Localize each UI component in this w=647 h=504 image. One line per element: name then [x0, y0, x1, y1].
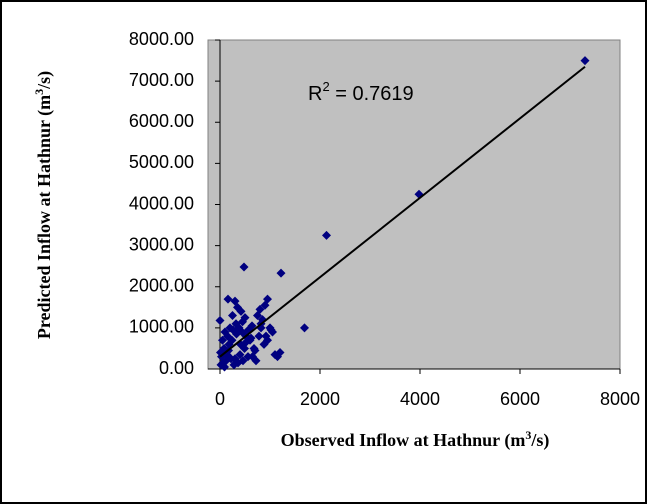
y-tick-label: 5000.00 [129, 152, 194, 172]
data-point [263, 294, 272, 304]
x-tick-label: 8000 [600, 389, 640, 409]
data-point [266, 325, 276, 335]
r-squared: R2 = 0.7619 [308, 79, 414, 105]
data-point [322, 230, 331, 240]
y-axis-title-sup: 3 [32, 89, 46, 95]
data-point [230, 354, 240, 364]
data-point [228, 311, 237, 321]
y-axis-title: Predicted Inflow at Hathnur (m3/s) [32, 71, 55, 339]
data-point [229, 360, 239, 370]
y-tick-label: 6000.00 [129, 111, 194, 131]
data-point [247, 321, 257, 331]
data-point [263, 335, 272, 345]
data-point [232, 329, 241, 339]
data-point [218, 335, 227, 345]
y-tick-label: 0.00 [159, 358, 194, 378]
r-squared-text: R [308, 83, 322, 105]
data-point [580, 56, 590, 66]
y-tick-label: 8000.00 [129, 29, 194, 49]
y-tick-label: 7000.00 [129, 70, 194, 90]
data-point [223, 294, 233, 304]
x-axis-title-text: Observed Inflow at Hathnur (m [281, 430, 526, 451]
data-point [235, 350, 245, 360]
x-axis-title-sup: 3 [525, 428, 531, 442]
y-tick-label: 1000.00 [129, 317, 194, 337]
data-point [243, 352, 253, 362]
y-tick-label: 3000.00 [129, 234, 194, 254]
r-squared-sup: 2 [322, 79, 329, 94]
data-point [300, 323, 309, 333]
x-axis-title: Observed Inflow at Hathnur (m3/s) [281, 428, 550, 451]
r-squared-text: = 0.7619 [330, 83, 414, 105]
plot-area [207, 39, 621, 370]
y-axis-title-text: /s) [34, 71, 55, 90]
data-point [227, 335, 237, 345]
x-tick-label: 2000 [300, 389, 340, 409]
data-point [239, 262, 249, 272]
data-point [275, 348, 285, 358]
x-axis-title-text: /s) [530, 430, 549, 451]
data-point [215, 315, 225, 325]
data-point [255, 304, 265, 314]
data-point [240, 343, 249, 353]
x-tick-label: 0 [215, 389, 225, 409]
data-point [241, 337, 251, 347]
data-point [251, 356, 261, 366]
data-point [236, 306, 246, 316]
y-tick-label: 2000.00 [129, 276, 194, 296]
data-point [254, 331, 264, 341]
x-tick-label: 4000 [400, 389, 440, 409]
data-point [246, 333, 256, 343]
y-tick-label: 4000.00 [129, 193, 194, 213]
data-point [220, 362, 229, 372]
data-point [249, 343, 259, 353]
x-tick-label: 6000 [500, 389, 540, 409]
trendline [219, 65, 586, 358]
data-point [276, 268, 286, 278]
y-axis-title-text: Predicted Inflow at Hathnur (m [34, 95, 55, 339]
